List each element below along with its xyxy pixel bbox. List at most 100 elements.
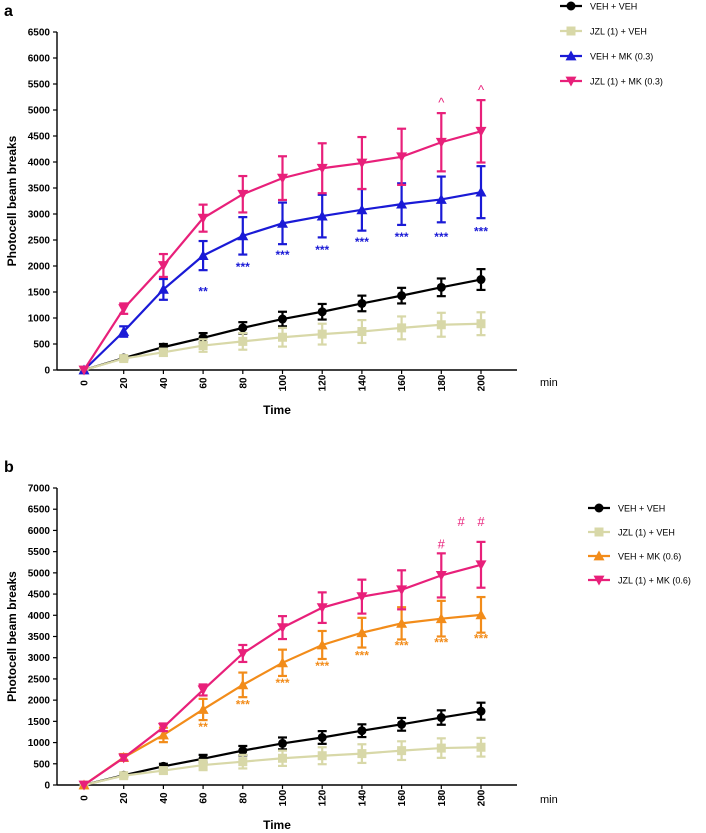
data-point bbox=[278, 314, 287, 324]
data-point bbox=[317, 329, 327, 339]
significance-marker: *** bbox=[474, 225, 488, 239]
significance-marker: # bbox=[458, 514, 466, 529]
series-3 bbox=[78, 99, 487, 376]
data-point bbox=[118, 753, 130, 764]
data-point bbox=[397, 291, 407, 301]
series-0 bbox=[79, 268, 486, 375]
x-tick-label: 20 bbox=[119, 377, 130, 389]
data-point bbox=[278, 738, 287, 748]
data-point bbox=[277, 657, 288, 668]
data-point bbox=[197, 250, 209, 260]
significance-marker: *** bbox=[434, 636, 448, 650]
legend-label: VEH + VEH bbox=[618, 504, 665, 514]
y-tick-label: 1000 bbox=[28, 738, 51, 749]
data-point bbox=[238, 746, 248, 756]
data-point bbox=[157, 261, 169, 271]
x-tick-label: 100 bbox=[278, 789, 289, 806]
data-point bbox=[356, 627, 368, 638]
data-point bbox=[316, 163, 328, 174]
data-point bbox=[277, 173, 288, 184]
y-tick-label: 3500 bbox=[28, 632, 51, 643]
data-point bbox=[118, 326, 130, 336]
legend-entry: JZL (1) + MK (0.3) bbox=[560, 77, 663, 87]
data-point bbox=[436, 743, 446, 753]
significance-marker: *** bbox=[395, 639, 409, 653]
x-tick-label: 120 bbox=[318, 789, 329, 806]
data-point bbox=[436, 713, 446, 723]
significance-marker: *** bbox=[275, 676, 289, 690]
x-tick-label: 20 bbox=[119, 792, 130, 804]
legend-marker bbox=[593, 550, 605, 561]
data-point bbox=[396, 198, 408, 209]
data-point bbox=[237, 189, 249, 200]
data-point bbox=[396, 585, 408, 596]
legend-marker bbox=[566, 1, 576, 11]
data-point bbox=[197, 703, 209, 714]
data-point bbox=[476, 742, 486, 752]
legend-entry: JZL (1) + VEH bbox=[588, 527, 675, 538]
significance-marker: *** bbox=[315, 659, 329, 673]
legend-label: JZL (1) + VEH bbox=[618, 528, 675, 538]
data-point bbox=[475, 126, 487, 137]
data-point bbox=[238, 757, 248, 767]
significance-marker: *** bbox=[355, 235, 369, 249]
x-tick-label: 40 bbox=[159, 377, 170, 389]
y-tick-label: 2500 bbox=[28, 674, 51, 685]
data-point bbox=[317, 732, 327, 742]
x-tick-label: 160 bbox=[397, 789, 408, 806]
y-tick-label: 2500 bbox=[28, 236, 51, 247]
data-point bbox=[435, 571, 447, 581]
data-point bbox=[357, 726, 367, 736]
legend-marker bbox=[594, 503, 604, 513]
significance-marker: ^ bbox=[478, 82, 485, 97]
data-point bbox=[475, 609, 487, 620]
data-point bbox=[396, 152, 408, 163]
legend-label: JZL (1) + MK (0.3) bbox=[590, 77, 663, 87]
x-tick-label: 60 bbox=[199, 792, 210, 804]
significance-marker: *** bbox=[395, 230, 409, 244]
y-tick-label: 1500 bbox=[28, 288, 51, 299]
x-tick-label: 0 bbox=[80, 795, 91, 801]
data-point bbox=[157, 283, 169, 294]
chart-panel-a: a050010001500200025003000350040004500500… bbox=[4, 1, 663, 417]
data-point bbox=[198, 341, 208, 351]
x-tick-label: 140 bbox=[357, 374, 368, 391]
data-point bbox=[317, 751, 327, 761]
data-point bbox=[476, 319, 486, 329]
data-point bbox=[238, 323, 248, 333]
data-point bbox=[118, 304, 130, 315]
y-tick-label: 6500 bbox=[28, 28, 51, 39]
legend-label: JZL (1) + VEH bbox=[590, 27, 647, 37]
data-point bbox=[277, 217, 288, 228]
y-tick-label: 3000 bbox=[28, 210, 51, 221]
data-point bbox=[197, 213, 209, 224]
x-unit-label: min bbox=[540, 377, 558, 389]
data-point bbox=[158, 766, 168, 776]
series-1 bbox=[79, 311, 486, 375]
data-point bbox=[475, 186, 487, 197]
data-point bbox=[157, 729, 169, 740]
legend-label: JZL (1) + MK (0.6) bbox=[618, 576, 691, 586]
y-tick-label: 4500 bbox=[28, 590, 51, 601]
data-point bbox=[435, 137, 447, 148]
data-point bbox=[476, 706, 486, 716]
x-tick-label: 180 bbox=[437, 789, 448, 806]
significance-marker: *** bbox=[474, 632, 488, 646]
data-point bbox=[237, 679, 249, 690]
panel-label: b bbox=[4, 459, 14, 476]
significance-marker: ** bbox=[198, 284, 208, 298]
data-point bbox=[237, 649, 249, 659]
data-point bbox=[198, 760, 208, 770]
x-tick-label: 0 bbox=[80, 380, 91, 386]
data-point bbox=[397, 746, 407, 756]
y-tick-label: 4500 bbox=[28, 132, 51, 143]
data-point bbox=[277, 623, 288, 634]
legend-marker bbox=[565, 76, 577, 87]
y-tick-label: 6000 bbox=[28, 526, 51, 537]
x-tick-label: 160 bbox=[397, 374, 408, 391]
significance-marker: ** bbox=[198, 720, 208, 734]
x-tick-label: 200 bbox=[477, 374, 488, 391]
significance-marker: *** bbox=[434, 230, 448, 244]
significance-marker: ^ bbox=[438, 95, 445, 110]
